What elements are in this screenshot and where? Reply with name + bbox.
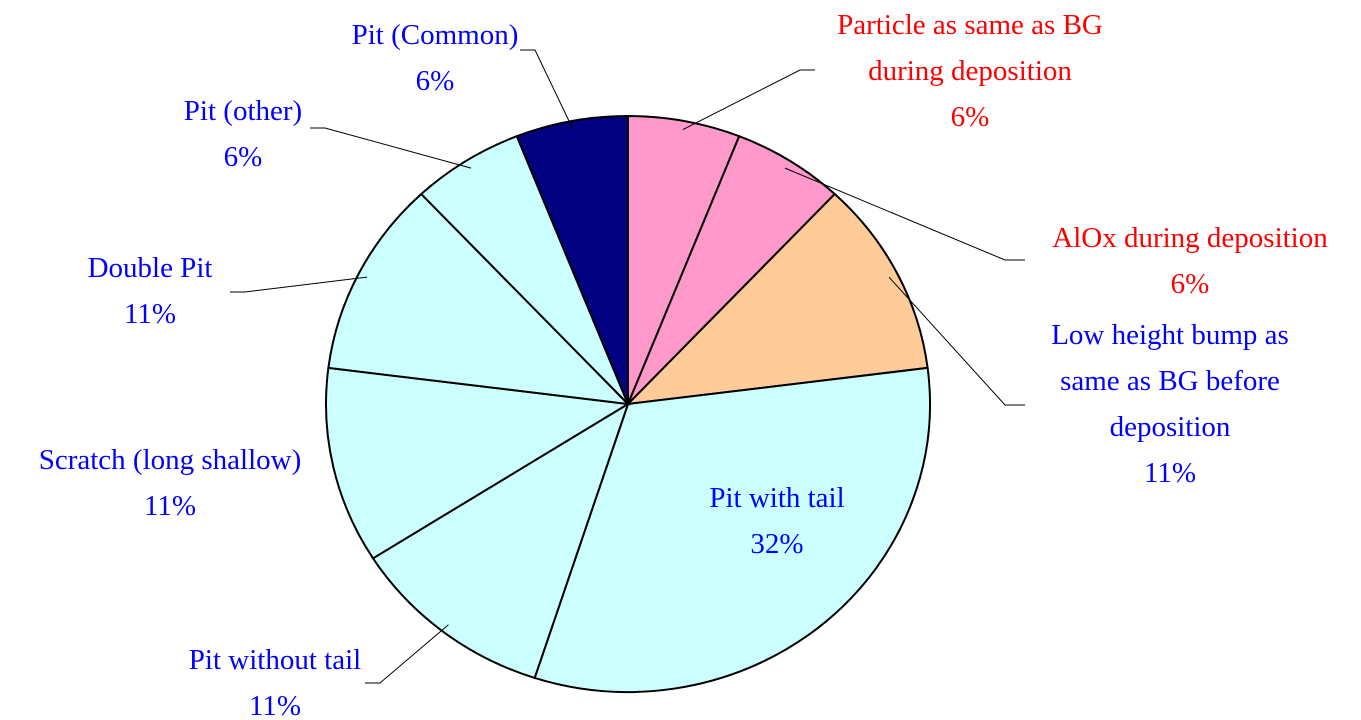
slice-name: AlOx during deposition — [1052, 222, 1328, 254]
slice-percent: 6% — [1170, 268, 1210, 300]
slice-percent: 11% — [143, 490, 197, 522]
slice-label: Low height bump as same as BG before dep… — [1020, 312, 1320, 496]
slice-percent: 11% — [123, 298, 177, 330]
slice-label: Scratch (long shallow) 11% — [0, 437, 340, 529]
slice-name: Particle as same as BG during deposition — [837, 9, 1103, 87]
slice-percent: 6% — [223, 141, 263, 173]
slice-label: Pit (other) 6% — [113, 88, 373, 180]
slice-name: Pit without tail — [188, 644, 362, 676]
slice-percent: 11% — [248, 690, 302, 720]
slice-percent: 11% — [1143, 457, 1197, 489]
leader-line — [310, 127, 472, 169]
slice-name: Scratch (long shallow) — [38, 444, 302, 476]
slice-name: Double Pit — [87, 252, 213, 284]
leader-line — [888, 276, 1025, 406]
slice-label: AlOx during deposition 6% — [1010, 215, 1361, 307]
leader-line — [784, 167, 1025, 261]
pie-slice — [371, 401, 630, 680]
pie-slice — [327, 192, 631, 406]
slice-percent: 32% — [750, 528, 804, 560]
slice-label: Double Pit 11% — [20, 245, 280, 337]
leader-line — [230, 276, 368, 293]
slice-percent: 6% — [415, 65, 455, 97]
slice-label: Pit (Common) 6% — [305, 12, 565, 104]
slice-name: Pit with tail — [709, 482, 845, 514]
slice-label: Particle as same as BG during deposition… — [800, 2, 1140, 140]
slice-name: Pit (Common) — [351, 19, 519, 51]
pie-slice — [533, 366, 931, 693]
leader-line — [682, 69, 815, 131]
pie-slice — [625, 192, 929, 406]
slice-label: Pit with tail 32% — [647, 475, 907, 567]
slice-name: Low height bump as same as BG before dep… — [1051, 319, 1289, 443]
slice-label: Pit without tail 11% — [145, 637, 405, 720]
slice-percent: 6% — [950, 101, 990, 133]
pie-slice — [515, 114, 629, 405]
pie-slice — [325, 366, 631, 560]
slice-name: Pit (other) — [183, 95, 303, 127]
leader-line — [520, 49, 574, 130]
leader-line — [365, 624, 449, 684]
